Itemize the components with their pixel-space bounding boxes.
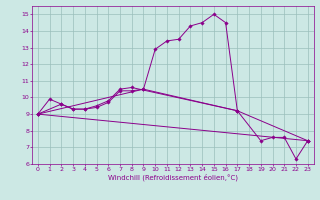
X-axis label: Windchill (Refroidissement éolien,°C): Windchill (Refroidissement éolien,°C) bbox=[108, 173, 238, 181]
